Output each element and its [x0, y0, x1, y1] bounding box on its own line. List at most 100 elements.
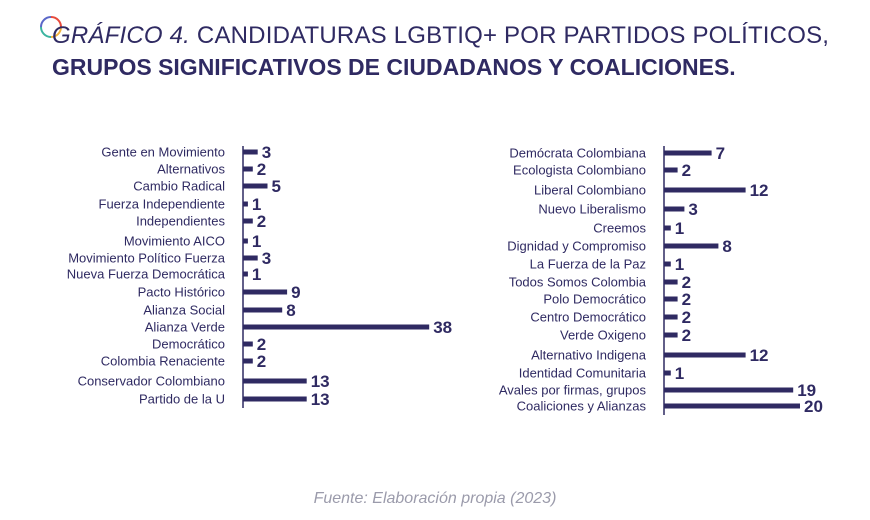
category-label: Alianza Verde	[145, 320, 225, 335]
bar	[664, 403, 800, 409]
title-line-1: GRÁFICO 4. CANDIDATURAS LGBTIQ+ POR PART…	[52, 22, 852, 50]
title-main: CANDIDATURAS LGBTIQ+ POR PARTIDOS POLÍTI…	[196, 22, 830, 49]
data-label: 19	[797, 381, 816, 400]
bar	[664, 296, 678, 302]
data-label: 8	[722, 237, 731, 256]
category-label: Democrático	[152, 337, 225, 352]
data-label: 1	[252, 265, 261, 284]
data-label: 1	[675, 255, 684, 274]
data-label: 1	[675, 364, 684, 383]
data-label: 38	[433, 318, 452, 337]
bar	[243, 201, 248, 207]
bar	[664, 387, 794, 393]
category-label: Ecologista Colombiano	[513, 163, 646, 178]
bar	[243, 166, 253, 172]
data-label: 5	[272, 177, 281, 196]
category-label: Alternativos	[157, 162, 225, 177]
category-label: Movimiento Político Fuerza	[68, 251, 226, 266]
data-label: 12	[750, 346, 769, 365]
bar	[664, 243, 719, 249]
category-label: Creemos	[593, 221, 646, 236]
category-label: Partido de la U	[139, 392, 225, 407]
bar	[664, 314, 678, 320]
bar	[664, 352, 746, 358]
bar	[243, 358, 253, 364]
category-label: La Fuerza de la Paz	[530, 257, 646, 272]
category-label: Dignidad y Compromiso	[507, 239, 646, 254]
category-label: Polo Democrático	[543, 292, 646, 307]
bar	[243, 271, 248, 277]
bar	[664, 187, 746, 193]
data-label: 12	[750, 181, 769, 200]
category-label: Demócrata Colombiana	[509, 146, 646, 161]
data-label: 2	[257, 352, 266, 371]
data-label: 3	[262, 249, 271, 268]
category-label: Identidad Comunitaria	[519, 366, 647, 381]
bar	[243, 396, 307, 402]
category-label: Liberal Colombiano	[534, 183, 646, 198]
data-label: 3	[262, 143, 271, 162]
category-label: Independientes	[136, 214, 225, 229]
data-label: 3	[688, 200, 697, 219]
category-label: Centro Democrático	[530, 310, 646, 325]
bar	[243, 183, 268, 189]
data-label: 1	[675, 219, 684, 238]
data-label: 2	[682, 326, 691, 345]
category-label: Nuevo Liberalismo	[538, 202, 646, 217]
category-label: Avales por firmas, grupos	[499, 383, 647, 398]
bar	[243, 341, 253, 347]
bar-chart-2: Demócrata Colombiana 7 Ecologista Colombia…	[499, 144, 823, 416]
bar	[664, 370, 671, 376]
bar	[243, 289, 288, 295]
bar	[664, 261, 671, 267]
data-label: 1	[252, 232, 261, 251]
data-label: 2	[257, 335, 266, 354]
category-label: Gente en Movimiento	[101, 145, 225, 160]
data-label: 2	[257, 212, 266, 231]
data-label: 8	[286, 301, 295, 320]
bar	[664, 225, 671, 231]
bar-chart-1: Gente en Movimiento 3 Alternativos 2 Cambio …	[67, 143, 452, 409]
bar	[664, 332, 678, 338]
data-label: 13	[311, 390, 330, 409]
data-label: 13	[311, 372, 330, 391]
data-label: 2	[682, 290, 691, 309]
category-label: Verde Oxigeno	[560, 328, 646, 343]
category-label: Colombia Renaciente	[101, 354, 225, 369]
data-label: 2	[682, 273, 691, 292]
bar	[664, 167, 678, 173]
category-label: Coaliciones y Alianzas	[517, 399, 647, 414]
category-label: Pacto Histórico	[138, 285, 225, 300]
bar	[664, 150, 712, 156]
category-label: Nueva Fuerza Democrática	[67, 267, 226, 282]
title-prefix: GRÁFICO 4.	[52, 22, 191, 49]
source-note: Fuente: Elaboración propia (2023)	[313, 490, 557, 507]
data-label: 2	[682, 161, 691, 180]
bar	[664, 206, 685, 212]
category-label: Conservador Colombiano	[78, 374, 225, 389]
bar	[243, 255, 258, 261]
bar	[243, 378, 307, 384]
bar	[243, 218, 253, 224]
bar	[243, 307, 283, 313]
category-label: Todos Somos Colombia	[509, 275, 647, 290]
bar	[243, 238, 248, 244]
data-label: 1	[252, 195, 261, 214]
category-label: Movimiento AICO	[124, 234, 225, 249]
data-label: 2	[682, 308, 691, 327]
data-label: 9	[291, 283, 300, 302]
data-label: 7	[716, 144, 725, 163]
category-label: Fuerza Independiente	[99, 197, 225, 212]
chart-title: GRÁFICO 4. CANDIDATURAS LGBTIQ+ POR PART…	[52, 22, 852, 81]
bar	[243, 149, 258, 155]
data-label: 2	[257, 160, 266, 179]
data-label: 20	[804, 397, 823, 416]
category-label: Alternativo Indigena	[531, 348, 647, 363]
title-line-2: GRUPOS SIGNIFICATIVOS DE CIUDADANOS Y CO…	[52, 54, 736, 80]
bar	[243, 324, 430, 330]
category-label: Alianza Social	[143, 303, 225, 318]
category-label: Cambio Radical	[133, 179, 225, 194]
bar	[664, 279, 678, 285]
logo-ring-icon	[40, 16, 62, 38]
